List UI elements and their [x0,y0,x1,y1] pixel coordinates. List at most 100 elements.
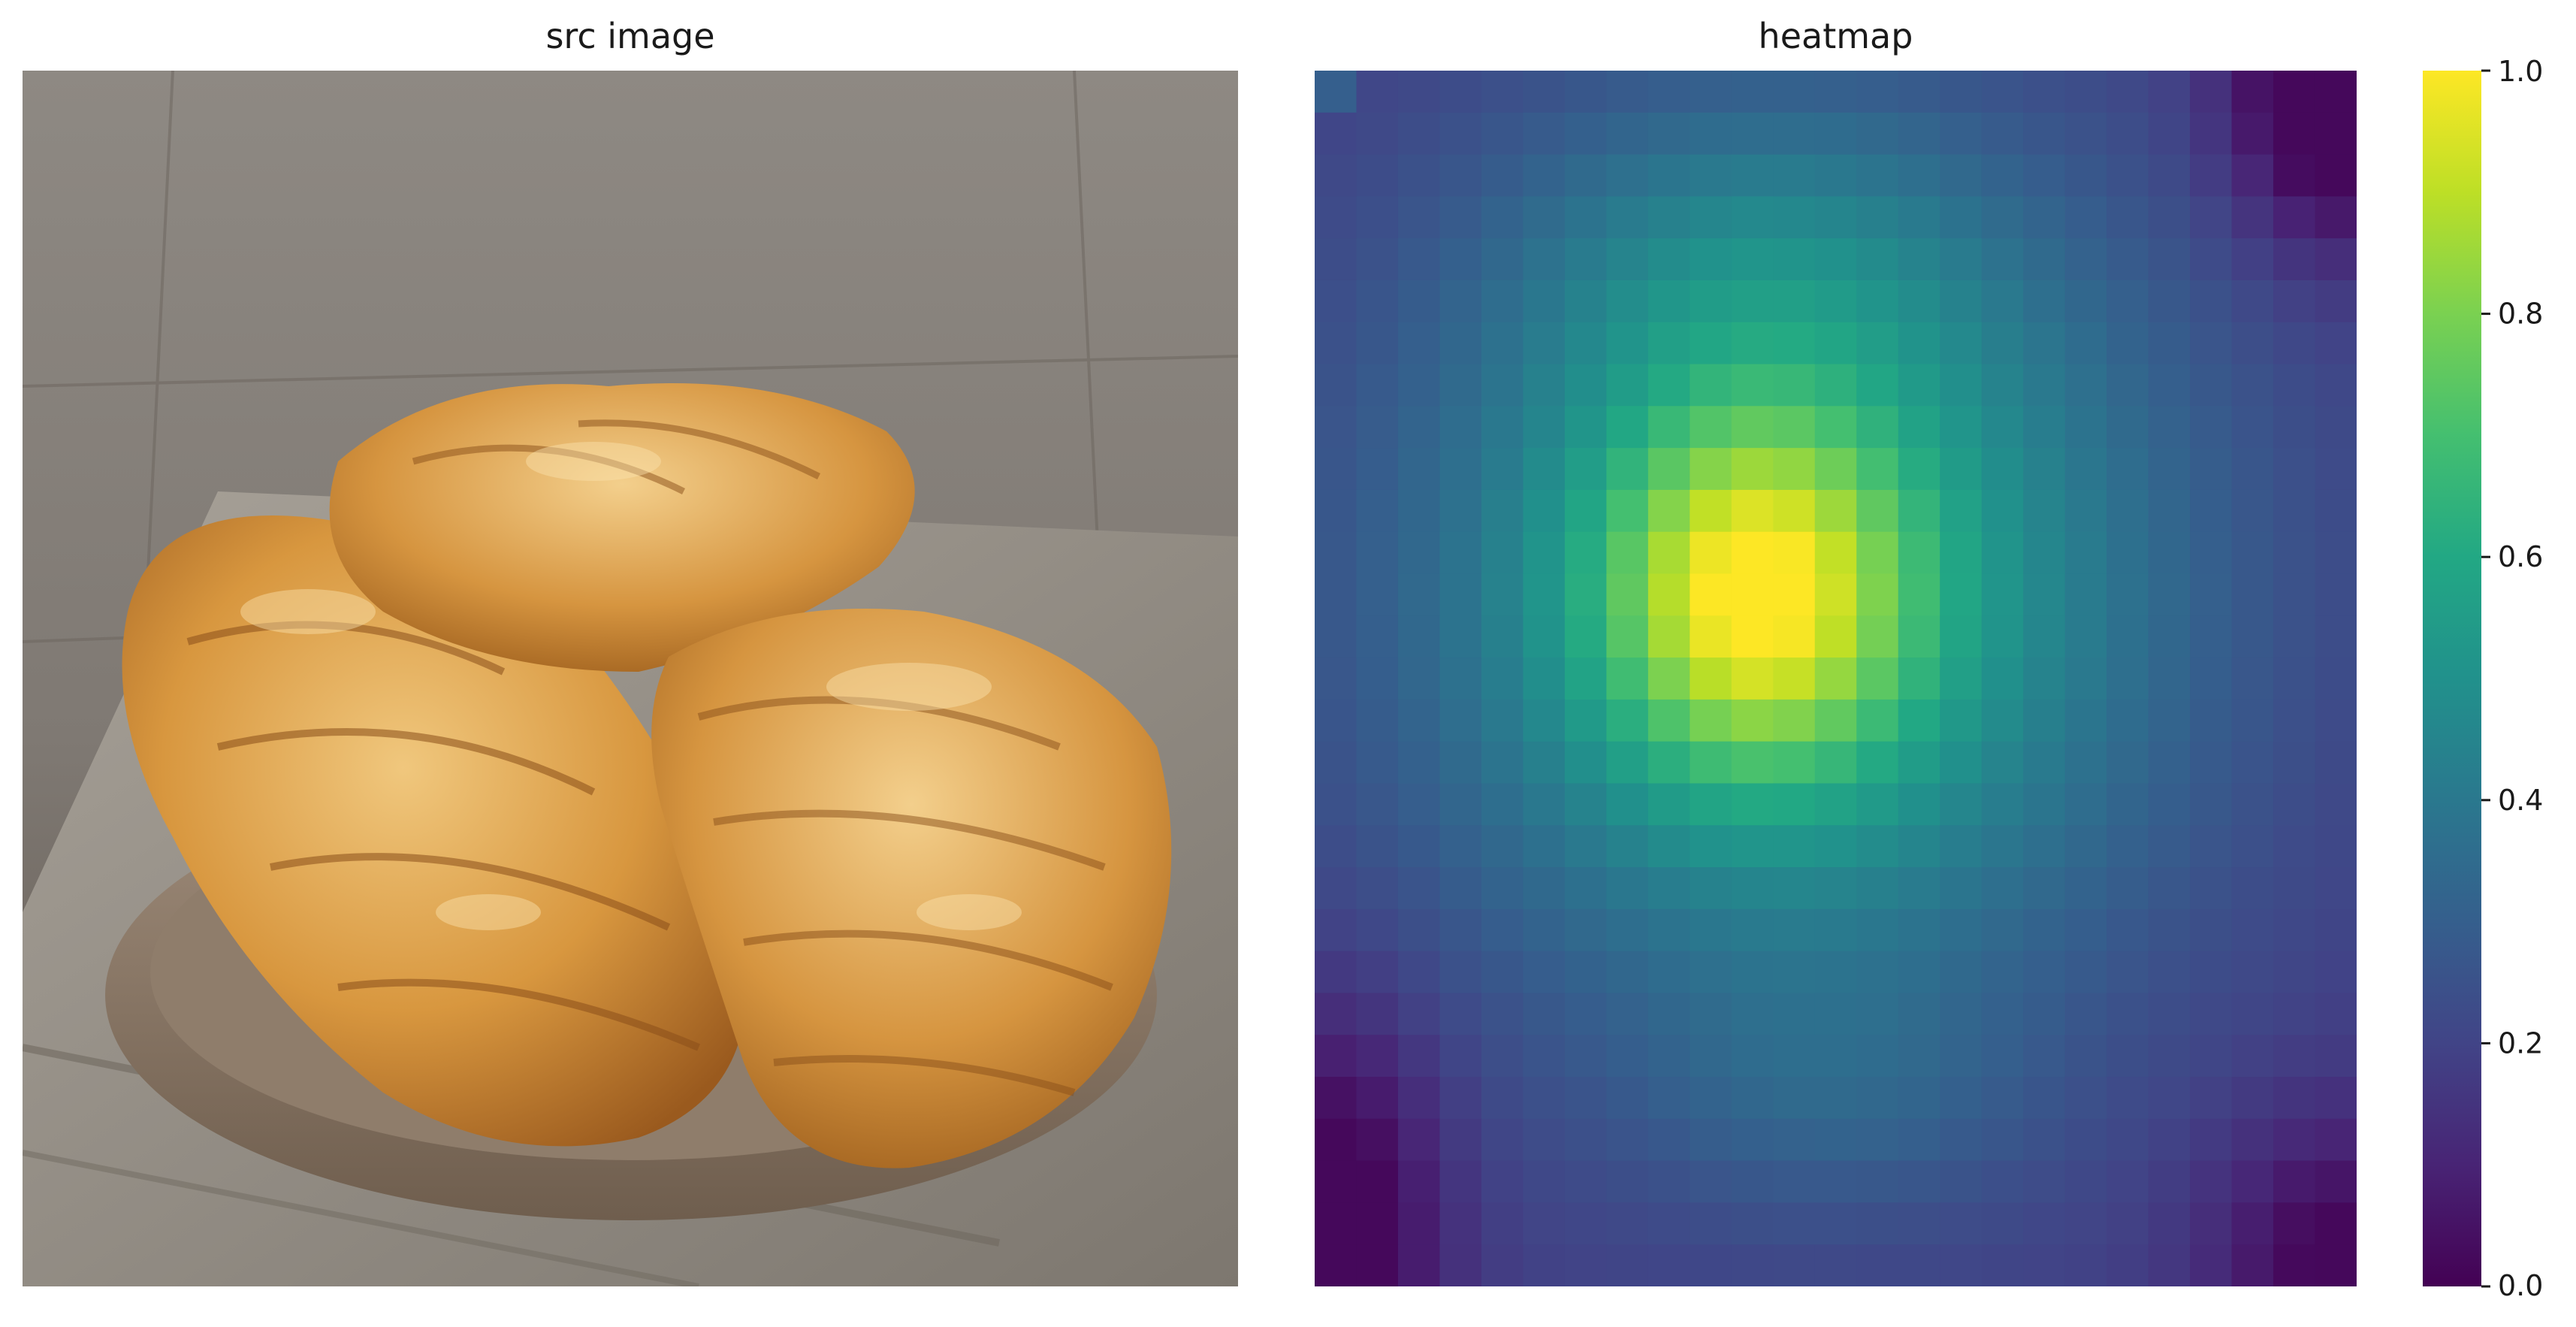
heatmap-cell [1814,448,1857,491]
heatmap-cell [2106,1118,2149,1162]
heatmap-cell [1315,238,1357,281]
heatmap-cell [2148,196,2191,239]
heatmap-cell [1439,1160,1482,1204]
heatmap-cell [1773,699,1816,742]
heatmap-cell [1315,615,1357,658]
heatmap-cell [1856,448,1899,491]
heatmap-cell [2190,1118,2233,1162]
heatmap-cell [1439,280,1482,323]
heatmap-cell [2190,1077,2233,1120]
heatmap-cell [2315,1035,2357,1078]
heatmap-cell [1773,196,1816,239]
heatmap-cell [1940,657,1983,700]
heatmap-cell [1606,867,1649,910]
heatmap-cell [1606,1118,1649,1162]
heatmap-cell [2231,1202,2274,1245]
heatmap-cell [1397,448,1441,491]
heatmap-cell [1690,1202,1732,1245]
heatmap-cell [2273,908,2316,952]
heatmap-cell [2023,615,2066,658]
heatmap-cell [1773,615,1816,658]
heatmap-cell [1898,448,1940,491]
heatmap-cell [1898,951,1940,994]
heatmap-cell [2023,406,2066,449]
heatmap-cell [2231,238,2274,281]
heatmap-cell [2190,867,2233,910]
heatmap-cell [1481,406,1524,449]
heatmap-cell [1731,154,1774,197]
heatmap-cell [1856,322,1899,365]
heatmap-cell [1439,993,1482,1035]
heatmap-cell [1606,322,1649,365]
heatmap-cell [2231,657,2274,700]
heatmap-cell [2106,448,2149,491]
heatmap-cell [1856,573,1899,616]
heatmap-cell [1481,154,1524,197]
heatmap-cell [2148,615,2191,658]
heatmap-cell [2106,280,2149,323]
heatmap-cell [1439,322,1482,365]
heatmap-cell [1315,489,1357,533]
heatmap-cell [1397,1118,1441,1162]
heatmap-cell [2190,238,2233,281]
heatmap-cell [1356,448,1399,491]
heatmap-cell [1356,993,1399,1035]
heatmap-cell [1940,573,1983,616]
heatmap-cell [2023,1077,2066,1120]
heatmap-cell [2315,993,2357,1035]
heatmap-cell [1898,1035,1940,1078]
colorbar-tick-label: 0.0 [2498,1269,2543,1302]
heatmap-cell [1356,1244,1399,1286]
heatmap-cell [1773,489,1816,533]
heatmap-cell [1898,1244,1940,1286]
heatmap-cell [1690,1035,1732,1078]
heatmap-cell [1731,1035,1774,1078]
heatmap-cell [1315,573,1357,616]
heatmap-cell [1981,238,2024,281]
heatmap-cell [1898,657,1940,700]
heatmap-cell [1731,867,1774,910]
heatmap-cell [1606,154,1649,197]
heatmap-cell [1898,615,1940,658]
heatmap-cell [1356,1035,1399,1078]
heatmap-cell [2023,280,2066,323]
heatmap-cell [1523,783,1566,826]
heatmap-cell [1564,657,1607,700]
heatmap-cell [2231,615,2274,658]
heatmap-cell [1773,448,1816,491]
heatmap-cell [1647,825,1690,868]
heatmap-cell [2190,1202,2233,1245]
heatmap-cell [2315,783,2357,826]
heatmap-cell [2023,951,2066,994]
heatmap-cell [1481,531,1524,575]
heatmap-cell [1481,71,1524,113]
heatmap-cell [1481,1118,1524,1162]
heatmap-cell [1439,615,1482,658]
heatmap-cell [1356,71,1399,113]
heatmap-cell [1690,741,1732,784]
heatmap-cell [1814,1160,1857,1204]
heatmap-cell [2023,154,2066,197]
heatmap-cell [1814,364,1857,407]
heatmap-cell [1856,196,1899,239]
heatmap-cell [2273,322,2316,365]
heatmap-cell [1523,699,1566,742]
heatmap-cell [1315,951,1357,994]
heatmap-cell [1647,908,1690,952]
heatmap-cell [1690,280,1732,323]
heatmap-cell [2148,657,2191,700]
heatmap-cell [1898,1160,1940,1204]
heatmap-cell [2148,112,2191,156]
heatmap-cell [2106,741,2149,784]
heatmap-cell [1356,280,1399,323]
heatmap-cell [1523,448,1566,491]
heatmap-cell [1898,908,1940,952]
heatmap-cell [2148,993,2191,1035]
heatmap-cell [1315,1202,1357,1245]
heatmap-cell [1981,531,2024,575]
heatmap-cell [2148,867,2191,910]
heatmap-cell [2106,908,2149,952]
heatmap-cell [2273,406,2316,449]
heatmap-cell [1898,280,1940,323]
heatmap-cell [1397,364,1441,407]
